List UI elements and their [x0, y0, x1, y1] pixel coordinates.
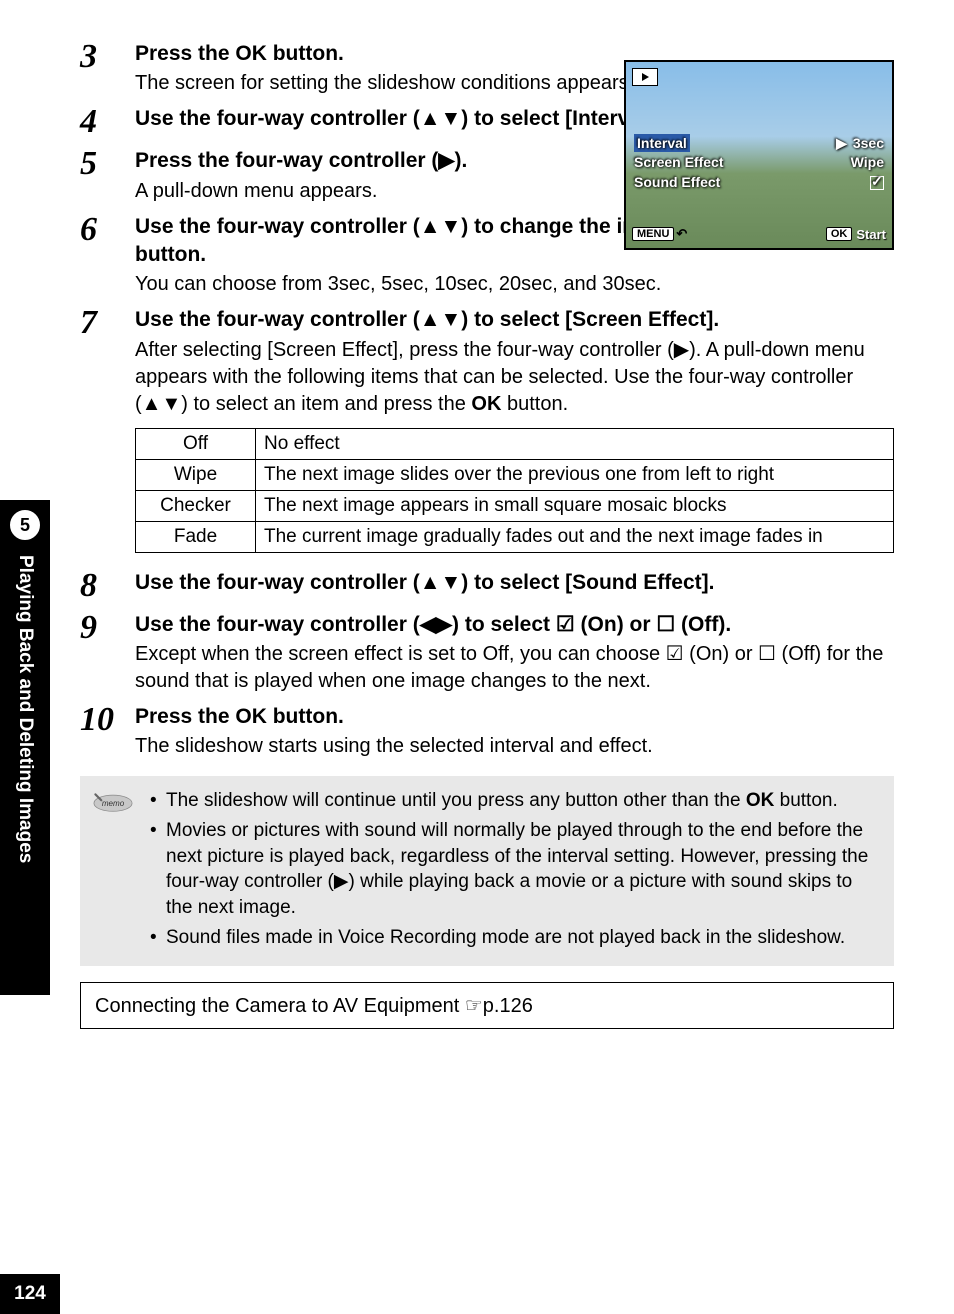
- cell: Wipe: [136, 459, 256, 490]
- step-description: After selecting [Screen Effect], press t…: [135, 337, 894, 418]
- xref-text: Connecting the Camera to AV Equipment: [95, 995, 465, 1017]
- svg-text:memo: memo: [102, 800, 125, 809]
- screen-value: Wipe: [851, 154, 884, 170]
- screen-label: Screen Effect: [634, 154, 723, 170]
- screen-label: Interval: [634, 134, 690, 152]
- page-number: 124: [0, 1274, 60, 1314]
- cell: The next image slides over the previous …: [256, 459, 894, 490]
- ok-label: OK: [235, 705, 267, 728]
- step-title: Use the four-way controller (▲▼) to sele…: [135, 569, 894, 597]
- step-title: Press the OK button.: [135, 703, 894, 731]
- step-8: 8 Use the four-way controller (▲▼) to se…: [80, 569, 894, 603]
- right-arrow-icon: ▶: [836, 135, 847, 152]
- playback-icon: [632, 68, 658, 86]
- screen-value: 3sec: [853, 135, 884, 151]
- step-number: 9: [80, 611, 135, 695]
- text: button.: [501, 393, 568, 415]
- memo-item: The slideshow will continue until you pr…: [150, 788, 878, 814]
- text: Press the: [135, 705, 235, 728]
- ok-label: OK: [235, 42, 267, 65]
- checkbox-on-icon: [870, 176, 884, 190]
- screen-bottom-bar: MENU ↶ OK Start: [632, 226, 886, 242]
- step-number: 5: [80, 147, 135, 204]
- step-title: Use the four-way controller (◀▶) to sele…: [135, 611, 894, 639]
- text: button.: [267, 705, 344, 728]
- memo-icon: memo: [88, 790, 138, 820]
- menu-chip: MENU: [632, 227, 674, 241]
- start-label: Start: [856, 227, 886, 242]
- table-row: WipeThe next image slides over the previ…: [136, 459, 894, 490]
- back-arrow-icon: ↶: [676, 226, 687, 242]
- cell: The current image gradually fades out an…: [256, 521, 894, 552]
- table-row: FadeThe current image gradually fades ou…: [136, 521, 894, 552]
- step-number: 4: [80, 105, 135, 139]
- memo-box: memo The slideshow will continue until y…: [80, 776, 894, 966]
- screen-row-interval: Interval ▶ 3sec: [626, 134, 892, 152]
- step-9: 9 Use the four-way controller (◀▶) to se…: [80, 611, 894, 695]
- step-7: 7 Use the four-way controller (▲▼) to se…: [80, 306, 894, 560]
- cross-reference: Connecting the Camera to AV Equipment ☞p…: [80, 982, 894, 1029]
- step-number: 6: [80, 213, 135, 299]
- memo-item: Movies or pictures with sound will norma…: [150, 818, 878, 921]
- screen-row-screen-effect: Screen Effect Wipe: [626, 154, 892, 170]
- xref-page: ☞p.126: [465, 995, 533, 1017]
- text: button.: [774, 790, 837, 811]
- table-row: OffNo effect: [136, 428, 894, 459]
- text: button.: [267, 42, 344, 65]
- screen-effect-table: OffNo effect WipeThe next image slides o…: [135, 428, 894, 553]
- cell: No effect: [256, 428, 894, 459]
- step-title: Use the four-way controller (▲▼) to sele…: [135, 306, 894, 334]
- screen-label: Sound Effect: [634, 174, 720, 190]
- ok-label: OK: [471, 393, 501, 415]
- screen-row-sound-effect: Sound Effect: [626, 174, 892, 190]
- step-10: 10 Press the OK button. The slideshow st…: [80, 703, 894, 760]
- memo-item: Sound files made in Voice Recording mode…: [150, 925, 878, 951]
- camera-screen-preview: Interval ▶ 3sec Screen Effect Wipe Sound…: [624, 60, 894, 250]
- step-description: You can choose from 3sec, 5sec, 10sec, 2…: [135, 271, 894, 298]
- step-description: Except when the screen effect is set to …: [135, 641, 894, 695]
- step-number: 3: [80, 40, 135, 97]
- ok-label: OK: [746, 790, 775, 811]
- text: Press the: [135, 42, 235, 65]
- text: The slideshow will continue until you pr…: [166, 790, 746, 811]
- step-description: The slideshow starts using the selected …: [135, 733, 894, 760]
- ok-chip: OK: [826, 227, 853, 241]
- table-row: CheckerThe next image appears in small s…: [136, 490, 894, 521]
- step-number: 10: [80, 703, 135, 760]
- cell: Off: [136, 428, 256, 459]
- cell: Checker: [136, 490, 256, 521]
- cell: Fade: [136, 521, 256, 552]
- text: button.: [135, 243, 206, 266]
- step-number: 8: [80, 569, 135, 603]
- step-number: 7: [80, 306, 135, 560]
- cell: The next image appears in small square m…: [256, 490, 894, 521]
